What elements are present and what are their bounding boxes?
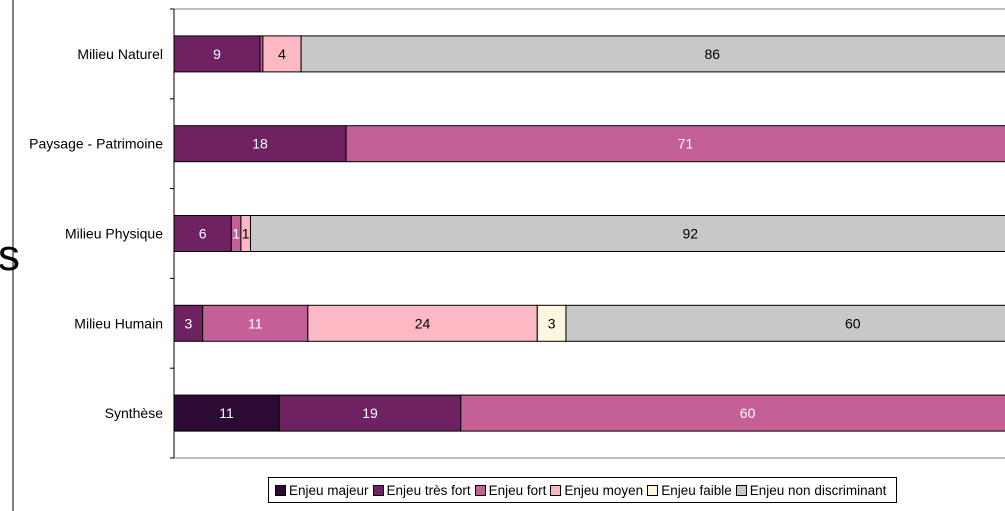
bar-segment bbox=[300, 35, 1005, 73]
legend-swatch bbox=[474, 484, 486, 496]
legend-swatch bbox=[275, 484, 286, 496]
legend-swatch bbox=[647, 484, 659, 496]
bar-segment bbox=[278, 394, 462, 432]
data-label: 92 bbox=[682, 226, 698, 242]
data-label: 18 bbox=[252, 136, 268, 152]
data-label: 24 bbox=[415, 315, 431, 331]
bar-segment bbox=[173, 394, 280, 432]
legend-label: Enjeu faible bbox=[661, 482, 732, 498]
legend: Enjeu majeur Enjeu très fort Enjeu fort Enj… bbox=[268, 477, 898, 503]
legend-swatch bbox=[372, 484, 384, 496]
legend-item: Enjeu majeur bbox=[275, 483, 369, 498]
data-label: 19 bbox=[362, 405, 378, 421]
category-label: Milieu Physique bbox=[65, 226, 163, 242]
data-label: 3 bbox=[548, 315, 556, 331]
stray-glyph: s bbox=[0, 231, 20, 280]
bar-segment bbox=[202, 304, 309, 342]
bar-segment bbox=[173, 215, 232, 252]
legend-label: Enjeu moyen bbox=[564, 482, 644, 498]
category-label: Synthèse bbox=[105, 405, 164, 421]
data-label: 3 bbox=[184, 315, 192, 331]
data-label: 11 bbox=[248, 315, 263, 331]
bar-segment bbox=[249, 215, 1005, 252]
bar-segment bbox=[173, 35, 261, 73]
legend-label: Enjeu fort bbox=[488, 482, 547, 498]
legend-item: Enjeu fort bbox=[474, 482, 547, 498]
legend-label: Enjeu majeur bbox=[289, 482, 369, 498]
legend-label: Enjeu très fort bbox=[386, 482, 471, 498]
data-label: 11 bbox=[219, 405, 234, 421]
data-label: 6 bbox=[199, 226, 207, 242]
bar-segment bbox=[262, 35, 302, 73]
category-label: Milieu Humain bbox=[74, 315, 163, 331]
data-label: 71 bbox=[678, 136, 694, 152]
bar-segment bbox=[565, 304, 1005, 342]
legend-item: Enjeu non discriminant bbox=[735, 482, 887, 498]
legend-swatch bbox=[550, 484, 562, 496]
data-label: 60 bbox=[845, 315, 861, 331]
legend-item: Enjeu moyen bbox=[550, 483, 643, 498]
category-label: Milieu Naturel bbox=[77, 46, 163, 62]
legend-item: Enjeu faible bbox=[647, 483, 732, 498]
bar-segment bbox=[307, 304, 538, 342]
data-label: 4 bbox=[278, 46, 286, 62]
bar-segment bbox=[173, 125, 347, 163]
data-label: 1 bbox=[232, 226, 240, 242]
data-label: 86 bbox=[704, 46, 720, 62]
legend-label: Enjeu non discriminant bbox=[749, 482, 887, 498]
legend-item: Enjeu très fort bbox=[372, 482, 471, 498]
data-label: 1 bbox=[242, 226, 250, 242]
category-label: Paysage - Patrimoine bbox=[29, 136, 163, 152]
data-label: 9 bbox=[213, 46, 221, 62]
legend-swatch bbox=[735, 484, 747, 496]
bar-segment bbox=[460, 394, 1005, 432]
data-label: 60 bbox=[740, 405, 756, 421]
bar-segment bbox=[345, 125, 1005, 163]
bar-segment bbox=[173, 304, 204, 342]
